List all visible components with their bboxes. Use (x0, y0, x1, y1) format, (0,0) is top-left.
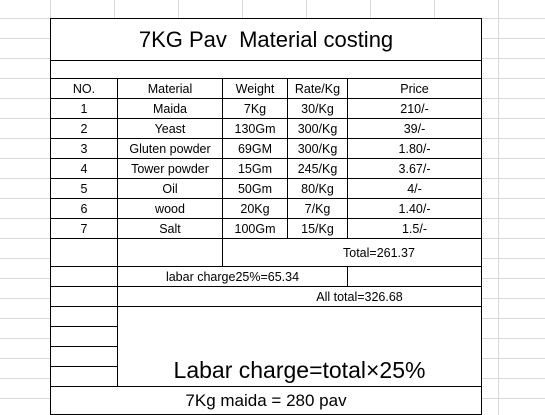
material-cell: Yeast (117, 118, 223, 139)
material-cell: Gluten powder (117, 138, 223, 159)
blank-cell (50, 326, 118, 347)
weight-cell: 50Gm (222, 178, 288, 199)
rate-cell: 15/Kg (287, 218, 348, 239)
blank-cell (50, 286, 118, 307)
blank-cell (50, 238, 118, 267)
rate-cell: 300/Kg (287, 118, 348, 139)
labar-charge: labar charge25%=65.34 (117, 266, 348, 287)
material-cell: wood (117, 198, 223, 219)
total: Total=261.37 (222, 238, 482, 267)
weight-cell: 69GM (222, 138, 288, 159)
header-cell: NO. (50, 78, 118, 99)
blank-cell (50, 346, 118, 367)
no-cell: 6 (50, 198, 118, 219)
weight-cell: 130Gm (222, 118, 288, 139)
price-cell: 1.40/- (347, 198, 482, 219)
rate-cell: 300/Kg (287, 138, 348, 159)
blank-cell (50, 366, 118, 387)
header-cell: Weight (222, 78, 288, 99)
no-cell: 3 (50, 138, 118, 159)
formula-note: Labar charge=total×25% (117, 306, 482, 387)
price-cell: 39/- (347, 118, 482, 139)
title: 7KG Pav Material costing (50, 18, 482, 61)
material-cell: Salt (117, 218, 223, 239)
no-cell: 4 (50, 158, 118, 179)
no-cell: 1 (50, 98, 118, 119)
weight-cell: 100Gm (222, 218, 288, 239)
blank-cell (50, 266, 118, 287)
rate-cell: 7/Kg (287, 198, 348, 219)
weight-cell: 7Kg (222, 98, 288, 119)
blank-cell (117, 238, 223, 267)
price-cell: 4/- (347, 178, 482, 199)
rate-cell: 80/Kg (287, 178, 348, 199)
header-cell: Rate/Kg (287, 78, 348, 99)
header-cell: Price (347, 78, 482, 99)
no-cell: 2 (50, 118, 118, 139)
rate-cell: 30/Kg (287, 98, 348, 119)
price-cell: 210/- (347, 98, 482, 119)
material-cell: Tower powder (117, 158, 223, 179)
material-cell: Oil (117, 178, 223, 199)
price-cell: 1.80/- (347, 138, 482, 159)
no-cell: 5 (50, 178, 118, 199)
header-cell: Material (117, 78, 223, 99)
yield-note: 7Kg maida = 280 pav (50, 386, 482, 415)
blank-cell (50, 306, 118, 327)
price-cell: 1.5/- (347, 218, 482, 239)
rate-cell: 245/Kg (287, 158, 348, 179)
blank-cell (347, 266, 482, 287)
weight-cell: 20Kg (222, 198, 288, 219)
no-cell: 7 (50, 218, 118, 239)
price-cell: 3.67/- (347, 158, 482, 179)
weight-cell: 15Gm (222, 158, 288, 179)
material-cell: Maida (117, 98, 223, 119)
all-total: All total=326.68 (117, 286, 482, 307)
